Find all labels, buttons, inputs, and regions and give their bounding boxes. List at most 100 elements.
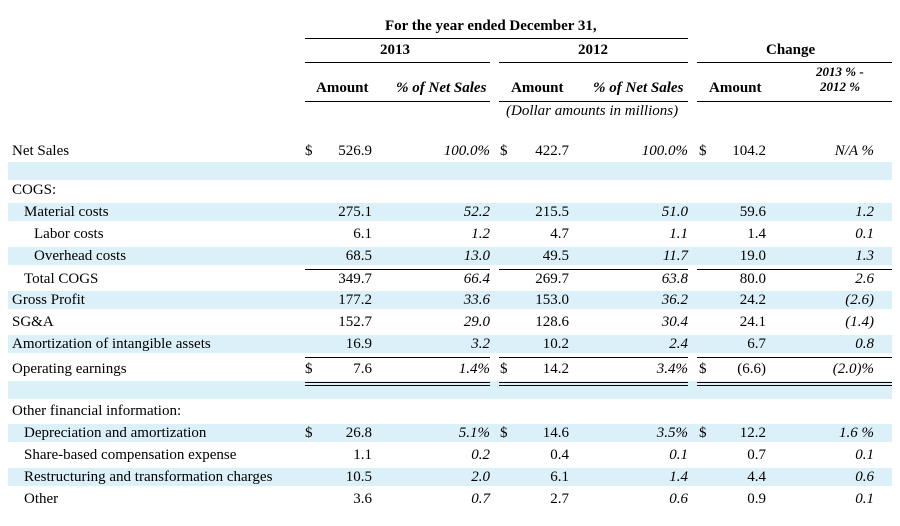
- cell-b-amt: 422.7: [535, 143, 569, 159]
- change-heading: Change: [766, 42, 816, 58]
- row-band: [8, 247, 892, 265]
- amount-heading: Amount: [511, 80, 564, 96]
- cell-b-pct: 0.6: [669, 491, 688, 507]
- row-band: [8, 335, 892, 353]
- header-rule: [499, 101, 688, 102]
- row-band: [8, 162, 892, 180]
- row-label: Restructuring and transformation charges: [24, 469, 273, 485]
- cell-b-amt: 153.0: [535, 292, 569, 308]
- cell-b-amt: 2.7: [550, 491, 569, 507]
- cell-a-pct: 13.0: [463, 248, 490, 264]
- change-pct-heading-line1: 2013 % -: [816, 64, 864, 79]
- header-rule: [697, 101, 892, 102]
- header-rule: [305, 38, 688, 39]
- cell-a-pct: 0.2: [471, 447, 490, 463]
- cell-c-pct: 1.3: [855, 248, 874, 264]
- cell-a-dollar: $: [305, 425, 313, 441]
- year-2013-heading: 2013: [380, 42, 410, 58]
- cell-b-dollar: $: [500, 143, 508, 159]
- cell-c-pct: 1.2: [855, 204, 874, 220]
- cell-b-pct: 0.1: [669, 447, 688, 463]
- cell-a-amt: 26.8: [345, 425, 372, 441]
- cell-b-dollar: $: [500, 361, 508, 377]
- cell-a-pct: 33.6: [463, 292, 490, 308]
- cell-b-amt: 0.4: [550, 447, 569, 463]
- header-rule: [499, 62, 688, 63]
- cell-a-amt: 10.5: [345, 469, 372, 485]
- subtotal-rule: [305, 269, 490, 270]
- cell-a-amt: 3.6: [353, 491, 372, 507]
- row-label: Gross Profit: [12, 292, 85, 308]
- row-label: Amortization of intangible assets: [12, 336, 211, 352]
- cell-c-amt: 24.1: [739, 314, 766, 330]
- cell-b-pct: 2.4: [669, 336, 688, 352]
- cell-a-pct: 29.0: [463, 314, 490, 330]
- cell-a-pct: 5.1%: [458, 425, 490, 441]
- cell-b-amt: 4.7: [550, 226, 569, 242]
- cell-b-amt: 128.6: [535, 314, 569, 330]
- cell-a-amt: 68.5: [345, 248, 372, 264]
- cell-c-amt: 104.2: [732, 143, 766, 159]
- row-label: Share-based compensation expense: [24, 447, 237, 463]
- cell-a-amt: 7.6: [353, 361, 372, 377]
- cell-a-pct: 66.4: [463, 271, 490, 287]
- cell-c-amt: 19.0: [739, 248, 766, 264]
- cell-c-pct: (2.0)%: [832, 361, 874, 377]
- cell-b-pct: 1.4: [669, 469, 688, 485]
- cell-b-pct: 100.0%: [641, 143, 688, 159]
- row-label: Material costs: [24, 204, 109, 220]
- pct-net-sales-heading: % of Net Sales: [396, 80, 487, 96]
- header-rule: [305, 62, 490, 63]
- row-band: [8, 203, 892, 221]
- subtotal-rule: [499, 357, 688, 358]
- cell-c-amt: 12.2: [739, 425, 766, 441]
- cell-c-amt: 6.7: [747, 336, 766, 352]
- cell-b-amt: 269.7: [535, 271, 569, 287]
- cell-b-dollar: $: [500, 425, 508, 441]
- cell-b-amt: 14.2: [542, 361, 569, 377]
- cell-a-dollar: $: [305, 143, 313, 159]
- cell-a-amt: 177.2: [338, 292, 372, 308]
- amount-heading: Amount: [316, 80, 369, 96]
- units-note: (Dollar amounts in millions): [506, 103, 679, 119]
- cell-c-pct: 0.1: [855, 447, 874, 463]
- cell-b-amt: 10.2: [542, 336, 569, 352]
- cell-b-pct: 51.0: [661, 204, 688, 220]
- cell-a-pct: 3.2: [471, 336, 490, 352]
- cell-c-pct: 0.1: [855, 226, 874, 242]
- cell-c-amt: 1.4: [747, 226, 766, 242]
- cell-c-pct: 0.8: [855, 336, 874, 352]
- cell-b-amt: 215.5: [535, 204, 569, 220]
- cell-c-pct: N/A %: [834, 143, 874, 159]
- cell-c-amt: 0.9: [747, 491, 766, 507]
- subtotal-rule: [697, 269, 892, 270]
- cell-a-amt: 1.1: [353, 447, 372, 463]
- year-2012-heading: 2012: [578, 42, 608, 58]
- cell-b-pct: 30.4: [661, 314, 688, 330]
- cell-c-dollar: $: [699, 143, 707, 159]
- cell-b-pct: 1.1: [669, 226, 688, 242]
- cell-a-amt: 16.9: [345, 336, 372, 352]
- cell-c-pct: 2.6: [855, 271, 874, 287]
- cell-a-pct: 0.7: [471, 491, 490, 507]
- row-label: COGS:: [12, 182, 57, 198]
- row-label: Labor costs: [34, 226, 104, 242]
- row-label: SG&A: [12, 314, 54, 330]
- row-band: [8, 291, 892, 309]
- cell-a-amt: 349.7: [338, 271, 372, 287]
- cell-c-pct: (2.6): [845, 292, 874, 308]
- header-rule: [697, 62, 892, 63]
- subtotal-rule: [499, 269, 688, 270]
- cell-c-amt: (6.6): [737, 361, 766, 377]
- period-title: For the year ended December 31,: [385, 18, 597, 34]
- cell-c-amt: 59.6: [739, 204, 766, 220]
- cell-a-pct: 1.2: [471, 226, 490, 242]
- row-label: Other financial information:: [12, 403, 182, 419]
- cell-b-pct: 11.7: [662, 248, 688, 264]
- row-band: [8, 424, 892, 442]
- cell-b-amt: 14.6: [542, 425, 569, 441]
- row-label: Net Sales: [12, 143, 70, 159]
- cell-c-amt: 0.7: [747, 447, 766, 463]
- cell-a-amt: 526.9: [338, 143, 372, 159]
- cell-b-pct: 3.5%: [656, 425, 688, 441]
